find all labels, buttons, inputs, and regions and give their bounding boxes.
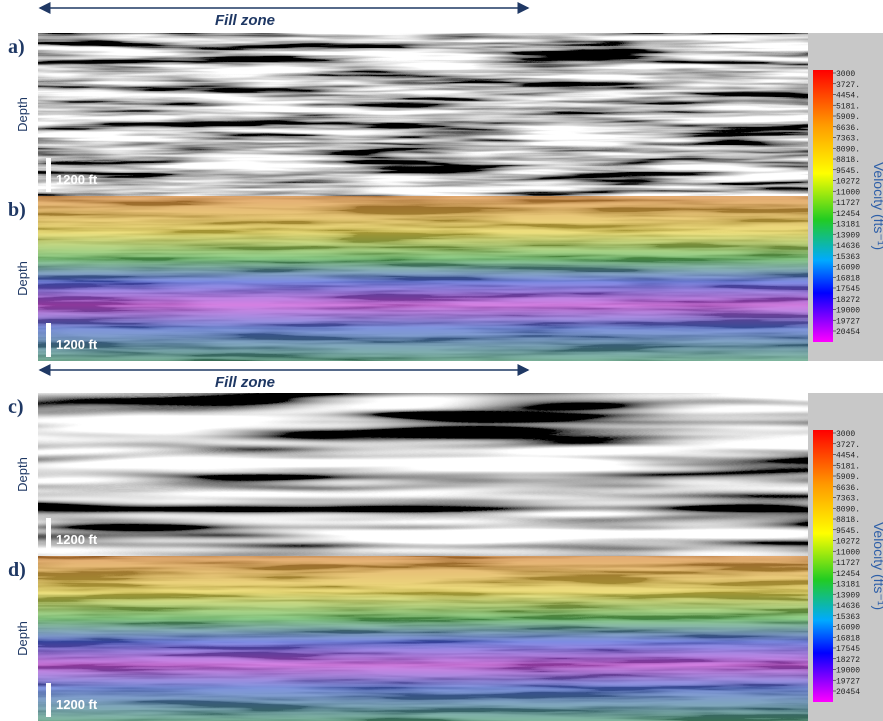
colorbar-tick-label: 20454 <box>836 688 860 697</box>
scale-bar-label: 1200 ft <box>56 337 98 352</box>
colorbar-tick-label: 11727 <box>836 199 860 208</box>
panel-label: d) <box>8 559 26 581</box>
scale-bar-label: 1200 ft <box>56 697 98 712</box>
colorbar-tick-label: 8090. <box>836 505 860 514</box>
colorbar-tick-label: 14636 <box>836 242 860 251</box>
colorbar <box>813 430 833 702</box>
colorbar-tick-label: 8818. <box>836 156 860 165</box>
velocity-texture <box>38 556 808 721</box>
colorbar-tick-label: 10272 <box>836 538 860 547</box>
colorbar-tick-label: 10272 <box>836 178 860 187</box>
colorbar-tick-label: 13909 <box>836 231 860 240</box>
colorbar-tick-label: 16818 <box>836 274 860 283</box>
colorbar-tick-label: 17545 <box>836 645 860 654</box>
colorbar-tick-label: 13909 <box>836 591 860 600</box>
seismic-image <box>38 33 808 196</box>
scale-bar-label: 1200 ft <box>56 532 98 547</box>
colorbar-tick-label: 8090. <box>836 145 860 154</box>
colorbar-tick-label: 13181 <box>836 221 860 230</box>
panel-label: b) <box>8 199 26 221</box>
depth-label: Depth <box>15 261 30 296</box>
fill-zone-label: Fill zone <box>215 374 275 391</box>
colorbar-tick-label: 15363 <box>836 613 860 622</box>
colorbar-tick-label: 4454. <box>836 92 860 101</box>
colorbar-tick-label: 5181. <box>836 462 860 471</box>
panel-label: c) <box>8 396 24 418</box>
colorbar-tick-label: 7363. <box>836 135 860 144</box>
colorbar-tick-label: 9545. <box>836 527 860 536</box>
depth-label: Depth <box>15 97 30 132</box>
colorbar-tick-label: 18272 <box>836 296 860 305</box>
colorbar-tick-label: 18272 <box>836 656 860 665</box>
colorbar-title: Velocity (fts⁻¹) <box>871 522 883 610</box>
colorbar-title: Velocity (fts⁻¹) <box>871 162 883 250</box>
colorbar-tick-label: 16818 <box>836 634 860 643</box>
scale-bar <box>46 683 51 717</box>
fill-zone-label: Fill zone <box>215 12 275 29</box>
depth-label: Depth <box>15 621 30 656</box>
colorbar-tick-label: 9545. <box>836 167 860 176</box>
colorbar-tick-label: 4454. <box>836 452 860 461</box>
colorbar-tick-label: 15363 <box>836 253 860 262</box>
scale-bar-label: 1200 ft <box>56 172 98 187</box>
colorbar-tick-label: 11727 <box>836 559 860 568</box>
colorbar-tick-label: 12454 <box>836 210 860 219</box>
scale-bar <box>46 158 51 192</box>
colorbar-tick-label: 11000 <box>836 188 860 197</box>
colorbar-tick-label: 19000 <box>836 307 860 316</box>
velocity-texture <box>38 196 808 361</box>
colorbar-tick-label: 19727 <box>836 317 860 326</box>
colorbar-tick-label: 3000 <box>836 70 855 79</box>
colorbar-tick-label: 12454 <box>836 570 860 579</box>
colorbar-tick-label: 5181. <box>836 102 860 111</box>
colorbar-tick-label: 7363. <box>836 495 860 504</box>
colorbar <box>813 70 833 342</box>
colorbar-tick-label: 8818. <box>836 516 860 525</box>
colorbar-tick-label: 3000 <box>836 430 855 439</box>
colorbar-tick-label: 5909. <box>836 473 860 482</box>
colorbar-tick-label: 6636. <box>836 124 860 133</box>
figure: Fill zone Fill zone a) Depth 1200 ft b) Depth 1… <box>0 0 883 721</box>
colorbar-tick-label: 16090 <box>836 264 860 273</box>
colorbar-tick-label: 5909. <box>836 113 860 122</box>
colorbar-tick-label: 3727. <box>836 81 860 90</box>
panel-label: a) <box>8 36 25 58</box>
scale-bar <box>46 323 51 357</box>
seismic-image <box>38 393 808 556</box>
colorbar-tick-label: 3727. <box>836 441 860 450</box>
depth-label: Depth <box>15 457 30 492</box>
colorbar-tick-label: 19000 <box>836 667 860 676</box>
colorbar-tick-label: 19727 <box>836 677 860 686</box>
colorbar-tick-label: 17545 <box>836 285 860 294</box>
colorbar-tick-label: 6636. <box>836 484 860 493</box>
colorbar-tick-label: 14636 <box>836 602 860 611</box>
colorbar-tick-label: 20454 <box>836 328 860 337</box>
colorbar-tick-label: 13181 <box>836 581 860 590</box>
colorbar-tick-label: 11000 <box>836 548 860 557</box>
colorbar-tick-label: 16090 <box>836 624 860 633</box>
scale-bar <box>46 518 51 552</box>
